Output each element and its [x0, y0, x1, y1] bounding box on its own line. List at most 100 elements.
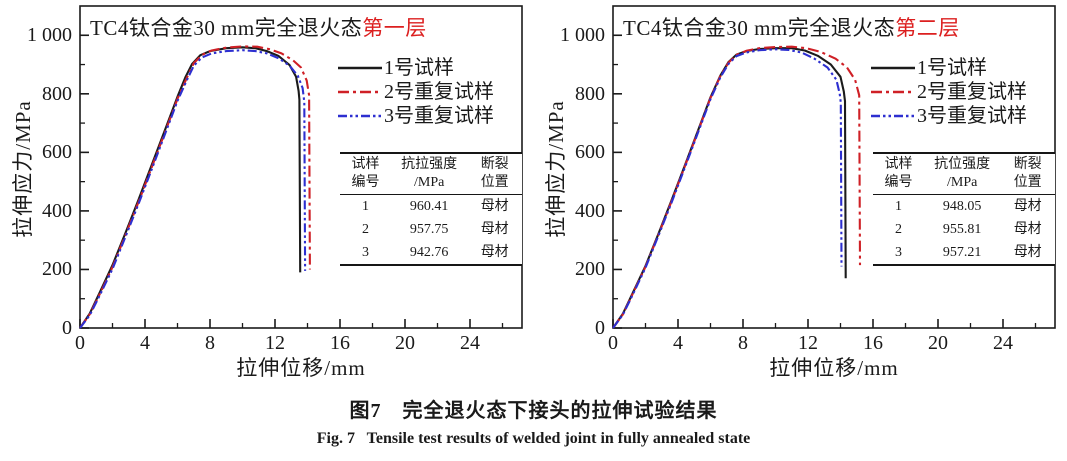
y-tick-label: 1 000: [27, 24, 72, 47]
legend-line-sample: [338, 114, 382, 118]
series-line-1号试样: [79, 46, 302, 329]
chart-frame: [612, 5, 1056, 329]
legend-line-sample: [338, 90, 382, 94]
chart-title-highlight: 第二层: [895, 16, 960, 40]
legend-line-sample: [871, 114, 915, 118]
y-tick-label: 800: [42, 82, 72, 105]
series-line-2号重复试样: [79, 45, 311, 329]
table-header-cell: 抗位强度/MPa: [923, 153, 1001, 195]
y-axis-label: 拉伸应力/MPa: [544, 100, 568, 238]
legend-item: 1号试样: [336, 56, 494, 80]
y-tick-label: 400: [575, 199, 605, 222]
table-row: 1 948.05 母材: [873, 195, 1055, 219]
chart-canvas: [79, 5, 523, 329]
series-line-2号重复试样: [612, 45, 862, 329]
y-tick-label: 600: [42, 141, 72, 164]
table-cell: 母材: [480, 199, 509, 214]
chart-panel-layer2: TC4钛合金30 mm完全退火态第二层 0 4 8 12 16 20 24 0 200 400 600…: [533, 0, 1066, 390]
x-tick-label: 0: [75, 332, 85, 354]
table-header-cell: 抗拉强度/MPa: [390, 153, 468, 195]
chart-title-main: TC4钛合金30 mm完全退火态: [623, 16, 896, 40]
x-axis-label: 拉伸位移/mm: [236, 356, 366, 380]
table-cell: 1: [894, 199, 902, 214]
table-row: 1 960.41 母材: [340, 195, 522, 219]
table-cell: 母材: [1013, 199, 1042, 214]
chart-canvas: [612, 5, 1056, 329]
legend-item: 3号重复试样: [869, 104, 1027, 128]
charts-row: TC4钛合金30 mm完全退火态第一层 0 4 8 12 16 20 24 0 200 400 600…: [0, 0, 1066, 390]
legend-item: 2号重复试样: [869, 80, 1027, 104]
y-tick-label: 600: [575, 141, 605, 164]
table-cell: 母材: [480, 222, 509, 237]
legend-item: 1号试样: [869, 56, 1027, 80]
table-cell: 960.41: [409, 199, 449, 214]
figure-caption-en: Fig. 7 Tensile test results of welded jo…: [316, 430, 751, 447]
table-row: 2 955.81 母材: [873, 218, 1055, 241]
y-tick-label: 200: [575, 258, 605, 281]
chart-frame: [79, 5, 523, 329]
chart-title-highlight: 第一层: [362, 16, 427, 40]
y-tick-label: 0: [595, 317, 605, 339]
table-cell: 948.05: [942, 199, 982, 214]
x-axis-label: 拉伸位移/mm: [769, 356, 899, 380]
table-cell: 957.21: [942, 245, 982, 260]
table-cell: 942.76: [409, 245, 449, 260]
legend-item: 3号重复试样: [336, 104, 494, 128]
series-line-3号重复试样: [612, 48, 843, 329]
x-tick-label: 8: [738, 332, 748, 354]
x-tick-label: 4: [673, 332, 683, 354]
results-table: 试样 编号 抗拉强度/MPa 断裂 位置 1 960.41 母材 2 957.75 母材 3 942.7…: [340, 152, 522, 266]
x-tick-label: 8: [205, 332, 215, 354]
legend: 1号试样 2号重复试样 3号重复试样: [336, 56, 494, 128]
x-tick-label: 0: [608, 332, 618, 354]
y-tick-label: 400: [42, 199, 72, 222]
table-cell: 2: [894, 222, 902, 237]
table-cell: 3: [361, 245, 369, 260]
legend-item: 2号重复试样: [336, 80, 494, 104]
table-cell: 957.75: [409, 222, 449, 237]
results-table: 试样 编号 抗位强度/MPa 断裂 位置 1 948.05 母材 2 955.81 母材 3 957.2…: [873, 152, 1055, 266]
chart-title: TC4钛合金30 mm完全退火态第一层: [90, 12, 427, 42]
table-cell: 3: [894, 245, 902, 260]
legend-line-sample: [871, 90, 915, 94]
table-cell: 母材: [1013, 222, 1042, 237]
x-tick-label: 12: [798, 332, 818, 354]
table-row: 2 957.75 母材: [340, 218, 522, 241]
series-line-1号试样: [612, 47, 847, 329]
x-tick-label: 4: [140, 332, 150, 354]
table-cell: 955.81: [942, 222, 982, 237]
x-tick-label: 24: [460, 332, 480, 354]
legend-label: 3号重复试样: [384, 105, 494, 127]
table-cell: 1: [361, 199, 369, 214]
y-tick-label: 0: [62, 317, 72, 339]
table-header-cell: 试样 编号: [873, 153, 924, 195]
x-tick-label: 16: [330, 332, 350, 354]
chart-title: TC4钛合金30 mm完全退火态第二层: [623, 12, 960, 42]
figure-caption-zh: 图7 完全退火态下接头的拉伸试验结果: [349, 400, 718, 422]
y-axis-label: 拉伸应力/MPa: [11, 100, 35, 238]
table-header-cell: 断裂 位置: [467, 153, 522, 195]
table-cell: 母材: [1013, 245, 1042, 260]
table-header-cell: 断裂 位置: [1000, 153, 1055, 195]
table-header-cell: 试样 编号: [340, 153, 391, 195]
legend-label: 1号试样: [384, 57, 454, 79]
y-tick-label: 200: [42, 258, 72, 281]
series-line-3号重复试样: [79, 49, 307, 329]
table-cell: 母材: [480, 245, 509, 260]
y-tick-label: 800: [575, 82, 605, 105]
chart-title-main: TC4钛合金30 mm完全退火态: [90, 16, 363, 40]
table-cell: 2: [361, 222, 369, 237]
legend-label: 2号重复试样: [917, 81, 1027, 103]
x-tick-label: 20: [395, 332, 415, 354]
legend: 1号试样 2号重复试样 3号重复试样: [869, 56, 1027, 128]
y-tick-label: 1 000: [560, 24, 605, 47]
legend-label: 3号重复试样: [917, 105, 1027, 127]
legend-line-sample: [338, 66, 382, 70]
x-tick-label: 24: [993, 332, 1013, 354]
legend-label: 2号重复试样: [384, 81, 494, 103]
table-row: 3 957.21 母材: [873, 241, 1055, 265]
chart-panel-layer1: TC4钛合金30 mm完全退火态第一层 0 4 8 12 16 20 24 0 200 400 600…: [0, 0, 533, 390]
legend-label: 1号试样: [917, 57, 987, 79]
x-tick-label: 12: [265, 332, 285, 354]
